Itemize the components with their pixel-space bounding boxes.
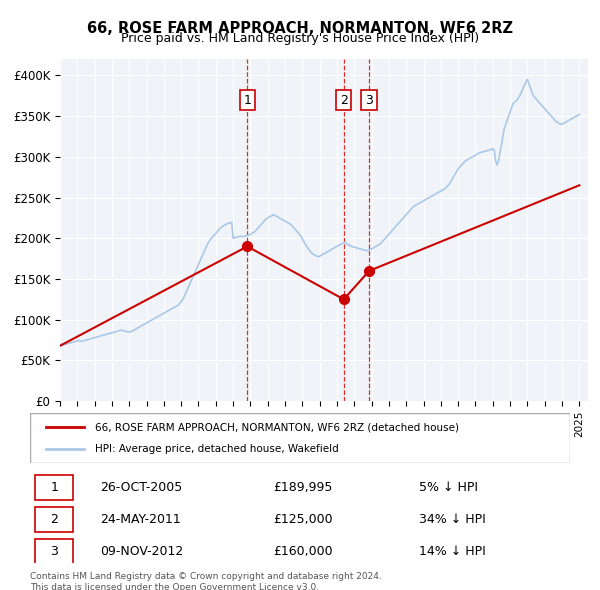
- FancyBboxPatch shape: [30, 413, 570, 463]
- Text: HPI: Average price, detached house, Wakefield: HPI: Average price, detached house, Wake…: [95, 444, 338, 454]
- Text: 14% ↓ HPI: 14% ↓ HPI: [419, 545, 485, 558]
- Text: 3: 3: [365, 94, 373, 107]
- Text: £160,000: £160,000: [273, 545, 332, 558]
- Text: 2: 2: [50, 513, 58, 526]
- Text: 34% ↓ HPI: 34% ↓ HPI: [419, 513, 485, 526]
- Text: £189,995: £189,995: [273, 481, 332, 494]
- FancyBboxPatch shape: [35, 507, 73, 532]
- Text: Contains HM Land Registry data © Crown copyright and database right 2024.: Contains HM Land Registry data © Crown c…: [30, 572, 382, 581]
- Text: £125,000: £125,000: [273, 513, 332, 526]
- Text: This data is licensed under the Open Government Licence v3.0.: This data is licensed under the Open Gov…: [30, 583, 319, 590]
- Text: 09-NOV-2012: 09-NOV-2012: [100, 545, 184, 558]
- Text: 3: 3: [50, 545, 58, 558]
- Text: 26-OCT-2005: 26-OCT-2005: [100, 481, 182, 494]
- FancyBboxPatch shape: [35, 539, 73, 565]
- FancyBboxPatch shape: [35, 475, 73, 500]
- Text: 5% ↓ HPI: 5% ↓ HPI: [419, 481, 478, 494]
- Text: 1: 1: [50, 481, 58, 494]
- Text: 66, ROSE FARM APPROACH, NORMANTON, WF6 2RZ: 66, ROSE FARM APPROACH, NORMANTON, WF6 2…: [87, 21, 513, 35]
- Text: 66, ROSE FARM APPROACH, NORMANTON, WF6 2RZ (detached house): 66, ROSE FARM APPROACH, NORMANTON, WF6 2…: [95, 422, 459, 432]
- Text: 1: 1: [244, 94, 251, 107]
- Text: 2: 2: [340, 94, 347, 107]
- Text: 24-MAY-2011: 24-MAY-2011: [100, 513, 181, 526]
- Text: Price paid vs. HM Land Registry's House Price Index (HPI): Price paid vs. HM Land Registry's House …: [121, 32, 479, 45]
